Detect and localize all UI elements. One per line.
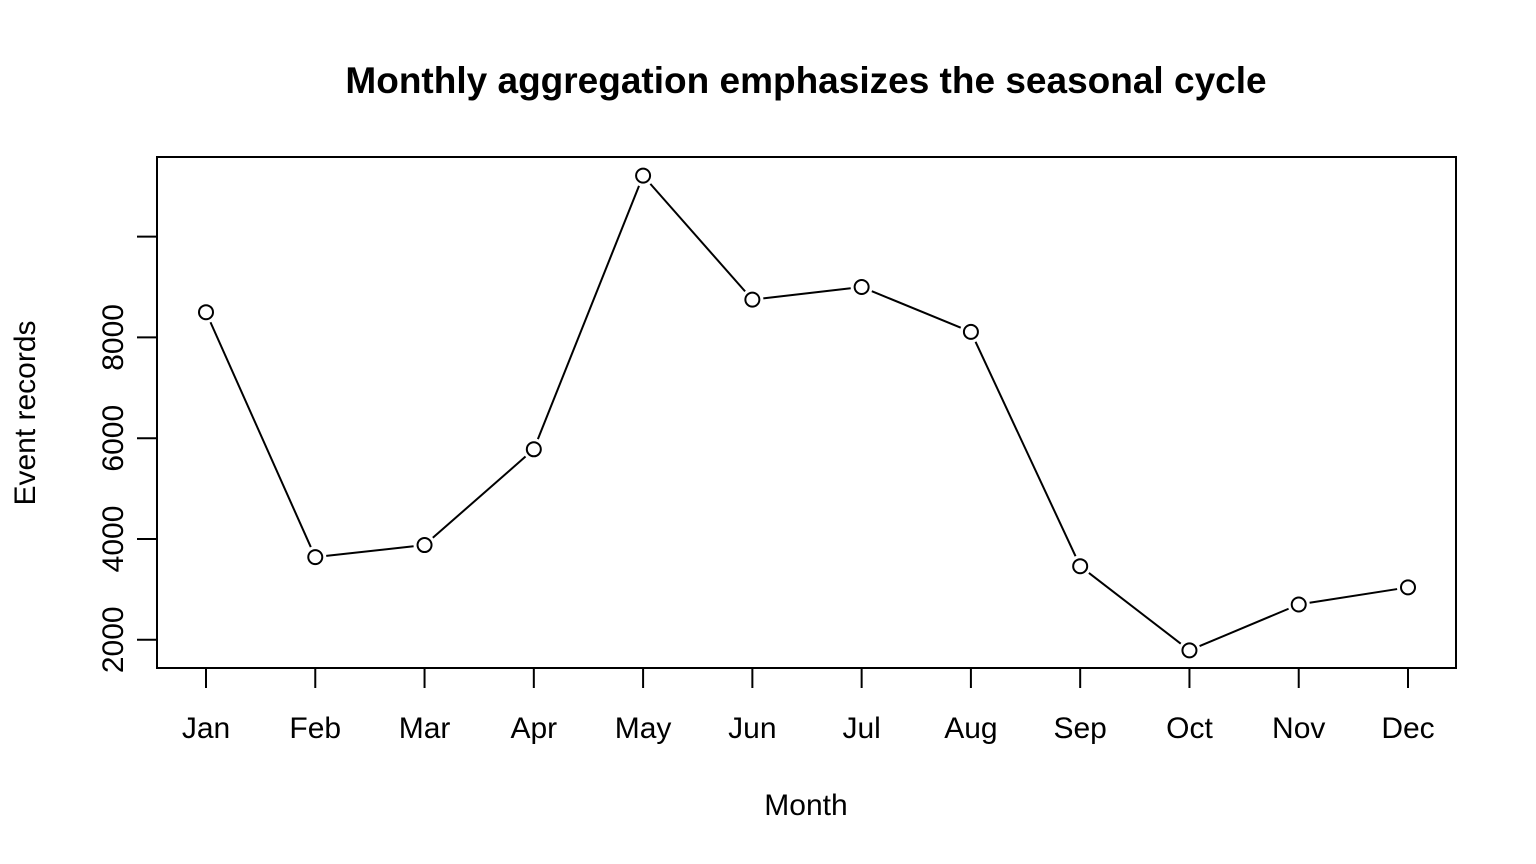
- chart-title: Monthly aggregation emphasizes the seaso…: [345, 60, 1266, 101]
- data-point: [416, 537, 433, 554]
- x-tick-label: Mar: [399, 712, 451, 745]
- data-point: [198, 304, 214, 321]
- series-line-segment: [763, 287, 851, 300]
- x-tick-label: Apr: [510, 712, 557, 745]
- x-axis-label: Month: [764, 789, 847, 822]
- y-axis-label: Event records: [9, 320, 42, 505]
- data-point: [853, 279, 870, 296]
- series-line-segment: [1199, 607, 1289, 648]
- y-axis: 2000 4000 6000 8000: [97, 235, 157, 673]
- x-tick-label: May: [615, 712, 672, 745]
- x-tick-label: Dec: [1381, 712, 1434, 745]
- data-point: [1400, 579, 1416, 596]
- x-tick-label: Sep: [1053, 712, 1106, 745]
- series-line-segment: [649, 183, 746, 293]
- y-tick-label: 6000: [97, 405, 130, 472]
- x-tick-label: Aug: [944, 712, 997, 745]
- y-tick-label: 2000: [97, 606, 130, 673]
- data-point: [744, 291, 761, 308]
- x-tick-label: Jul: [842, 712, 880, 745]
- series-line-segment: [432, 455, 527, 539]
- y-tick-label: 8000: [97, 304, 130, 371]
- data-point: [1072, 558, 1089, 575]
- data-point: [962, 323, 979, 340]
- x-tick-label: Oct: [1166, 712, 1213, 745]
- x-tick-label: Jun: [728, 712, 776, 745]
- series-line-segment: [536, 185, 640, 440]
- series-line-segment: [871, 290, 962, 329]
- x-tick-label: Nov: [1272, 712, 1325, 745]
- x-axis: Jan Feb Mar Apr May Jun Jul Aug Sep Oct Nov Dec: [182, 668, 1435, 745]
- data-point: [1290, 596, 1307, 613]
- x-tick-label: Feb: [289, 712, 341, 745]
- data-point: [1181, 642, 1198, 659]
- data-point: [307, 549, 324, 566]
- x-tick-label: Jan: [182, 712, 230, 745]
- data-point: [635, 167, 652, 184]
- y-tick-label: 4000: [97, 506, 130, 573]
- series-layer: [198, 167, 1416, 659]
- series-line-segment: [1309, 588, 1398, 604]
- series-line-segment: [1088, 572, 1182, 645]
- plot-frame: [156, 156, 1457, 669]
- series-line-segment: [209, 321, 312, 548]
- data-point: [525, 441, 542, 458]
- series-line-segment: [974, 341, 1077, 557]
- series-line-segment: [326, 545, 414, 557]
